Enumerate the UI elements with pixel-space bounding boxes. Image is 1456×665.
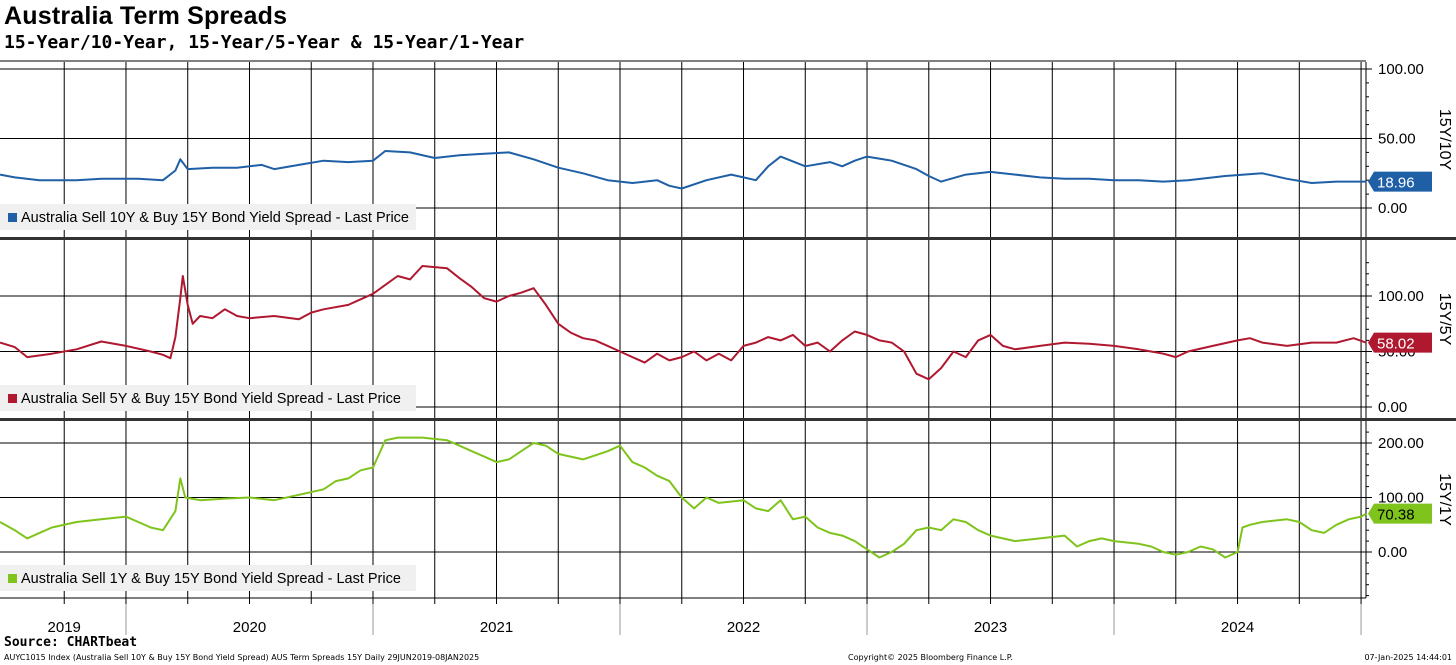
panel-separator [0,237,1456,240]
legend-label: Australia Sell 1Y & Buy 15Y Bond Yield S… [21,571,401,587]
last-value-label: 18.96 [1377,175,1415,192]
y-tick-label: 0.00 [1378,399,1407,416]
chart-title: Australia Term Spreads [4,2,288,30]
series-line [0,436,1367,559]
y-tick-label: 100.00 [1378,490,1424,507]
footer-timestamp: 07-Jan-2025 14:44:01 [1364,653,1452,662]
panel-axis-label: 15Y/10Y [1436,109,1453,171]
panel-axis-label: 15Y/5Y [1436,293,1453,346]
legend: Australia Sell 1Y & Buy 15Y Bond Yield S… [0,565,416,591]
legend: Australia Sell 10Y & Buy 15Y Bond Yield … [0,204,416,230]
x-tick-label: 2024 [1221,619,1254,635]
legend-label: Australia Sell 10Y & Buy 15Y Bond Yield … [21,210,409,226]
legend-swatch [8,394,17,403]
footer-description: AUYC1015 Index (Australia Sell 10Y & Buy… [4,653,480,662]
y-tick-label: 200.00 [1378,435,1424,452]
x-tick-label: 2023 [974,619,1007,635]
legend-background [0,204,416,230]
y-tick-label: 100.00 [1378,288,1424,305]
y-tick-label: 0.00 [1378,544,1407,561]
legend-background [0,565,416,591]
last-value-tag [1368,332,1432,353]
x-tick-label: 2021 [480,619,513,635]
x-tick-label: 2022 [727,619,760,635]
y-tick-label: 100.00 [1378,61,1424,78]
y-tick-label: 0.00 [1378,200,1407,217]
panel-separator [0,418,1456,421]
panel-15y-10y: 0.00 50.00 100.00 18.96 15Y/10Y Australia Sel… [0,61,1456,240]
legend-swatch [8,213,17,222]
x-axis: 2019 2020 2021 2022 2023 2024 [0,597,1366,635]
y-tick-label: 50.00 [1378,131,1416,148]
x-tick-label: 2019 [48,619,81,635]
panel-axis-label: 15Y/1Y [1436,473,1453,526]
chart-canvas: 0.00 50.00 100.00 18.96 15Y/10Y Australia Sel… [0,60,1456,635]
x-tick-label: 2020 [233,619,266,635]
source-label: Source: CHARTbeat [4,635,138,650]
last-value-tag [1368,171,1432,192]
panel-15y-1y: 0.00 100.00 200.00 70.38 15Y/1Y Australia Sel… [0,421,1453,598]
legend-label: Australia Sell 5Y & Buy 15Y Bond Yield S… [21,391,401,407]
last-value-label: 70.38 [1377,507,1415,524]
series-line [0,150,1366,190]
legend: Australia Sell 5Y & Buy 15Y Bond Yield S… [0,385,416,411]
series-line [0,265,1367,381]
last-value-label: 58.02 [1377,336,1415,353]
footer-copyright: Copyright© 2025 Bloomberg Finance L.P. [848,653,1013,662]
legend-background [0,385,416,411]
chart-subtitle: 15-Year/10-Year, 15-Year/5-Year & 15-Yea… [4,32,525,53]
legend-swatch [8,574,17,583]
last-value-tag [1368,503,1432,524]
